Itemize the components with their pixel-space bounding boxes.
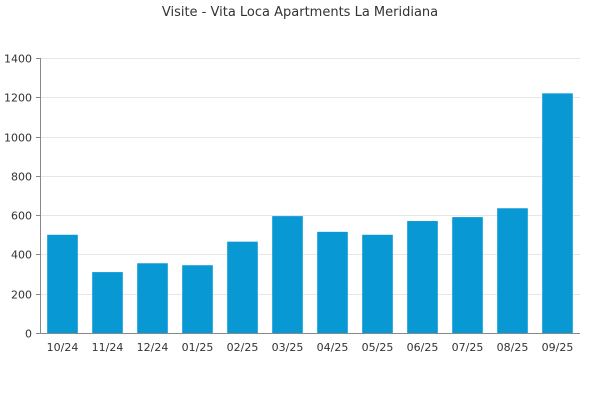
y-tick-label: 200 <box>11 289 32 302</box>
bar <box>272 216 303 333</box>
x-tick-label: 11/24 <box>92 341 124 354</box>
y-tick-label: 600 <box>11 210 32 223</box>
chart-title: Visite - Vita Loca Apartments La Meridia… <box>162 5 438 20</box>
bar <box>452 217 483 333</box>
bar <box>92 272 123 333</box>
bar <box>407 221 438 333</box>
x-tick-label: 02/25 <box>227 341 259 354</box>
y-tick-label: 0 <box>25 328 32 341</box>
y-tick-label: 1200 <box>4 92 32 105</box>
y-tick-label: 1400 <box>4 53 32 66</box>
y-axis: 0 200 400 600 800 1000 1200 1400 <box>4 53 41 341</box>
x-tick-label: 06/25 <box>407 341 439 354</box>
x-tick-label: 12/24 <box>137 341 169 354</box>
bar <box>317 231 348 333</box>
x-tick-label: 08/25 <box>497 341 529 354</box>
bar <box>497 208 528 333</box>
gridlines <box>40 58 580 295</box>
bar <box>137 263 168 333</box>
y-tick-label: 400 <box>11 249 32 262</box>
bar <box>542 93 573 333</box>
bar <box>362 234 393 333</box>
bar <box>47 234 78 333</box>
y-tick-label: 1000 <box>4 132 32 145</box>
x-tick-label: 04/25 <box>317 341 349 354</box>
x-tick-label: 03/25 <box>272 341 304 354</box>
x-tick-label: 05/25 <box>362 341 394 354</box>
bars <box>47 93 573 333</box>
x-tick-label: 01/25 <box>182 341 214 354</box>
x-tick-label: 10/24 <box>47 341 79 354</box>
y-tick-label: 800 <box>11 171 32 184</box>
x-tick-label: 07/25 <box>452 341 484 354</box>
x-tick-label: 09/25 <box>542 341 574 354</box>
bar <box>227 241 258 333</box>
bar <box>182 265 213 333</box>
x-axis: 10/24 11/24 12/24 01/25 02/25 03/25 04/25 05/25… <box>40 333 580 354</box>
